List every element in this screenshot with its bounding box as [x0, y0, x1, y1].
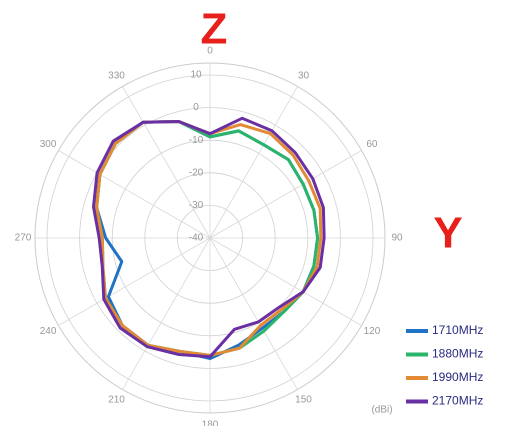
- theta-tick-label: 210: [108, 395, 125, 406]
- grid-spoke: [122, 237, 211, 390]
- series-line: [95, 120, 320, 357]
- r-tick-label: 0: [193, 102, 199, 113]
- theta-tick-label: 30: [298, 71, 310, 82]
- r-tick-label: -10: [189, 135, 204, 146]
- legend-label: 2170MHz: [432, 394, 483, 408]
- r-tick-label: 10: [190, 70, 202, 81]
- grid-spoke: [209, 150, 362, 239]
- unit-label: (dBi): [371, 405, 392, 416]
- grid-spoke: [122, 86, 211, 239]
- theta-tick-label: 150: [295, 395, 312, 406]
- series-line: [92, 116, 326, 359]
- theta-tick-label: 300: [40, 139, 57, 150]
- theta-tick-label: 330: [108, 71, 125, 82]
- theta-tick-label: 120: [364, 326, 381, 337]
- grid-spoke: [58, 237, 211, 326]
- grid-spoke: [209, 86, 298, 239]
- y-label: Y: [433, 209, 462, 258]
- z-label: Z: [201, 5, 228, 54]
- theta-tick-label: 240: [40, 326, 57, 337]
- grid-spoke: [209, 237, 362, 326]
- theta-tick-label: 0: [207, 46, 213, 57]
- r-tick-label: -30: [189, 200, 204, 211]
- theta-tick-label: 180: [202, 420, 219, 426]
- legend-label: 1880MHz: [432, 347, 483, 361]
- r-tick-label: -20: [189, 167, 204, 178]
- grid-spoke: [58, 150, 211, 239]
- legend-label: 1990MHz: [432, 370, 483, 384]
- legend-label: 1710MHz: [432, 323, 483, 337]
- theta-tick-label: 90: [391, 233, 403, 244]
- grid-spoke: [209, 237, 298, 390]
- theta-tick-label: 270: [15, 233, 32, 244]
- r-tick-label: -40: [189, 233, 204, 244]
- theta-tick-label: 60: [366, 139, 378, 150]
